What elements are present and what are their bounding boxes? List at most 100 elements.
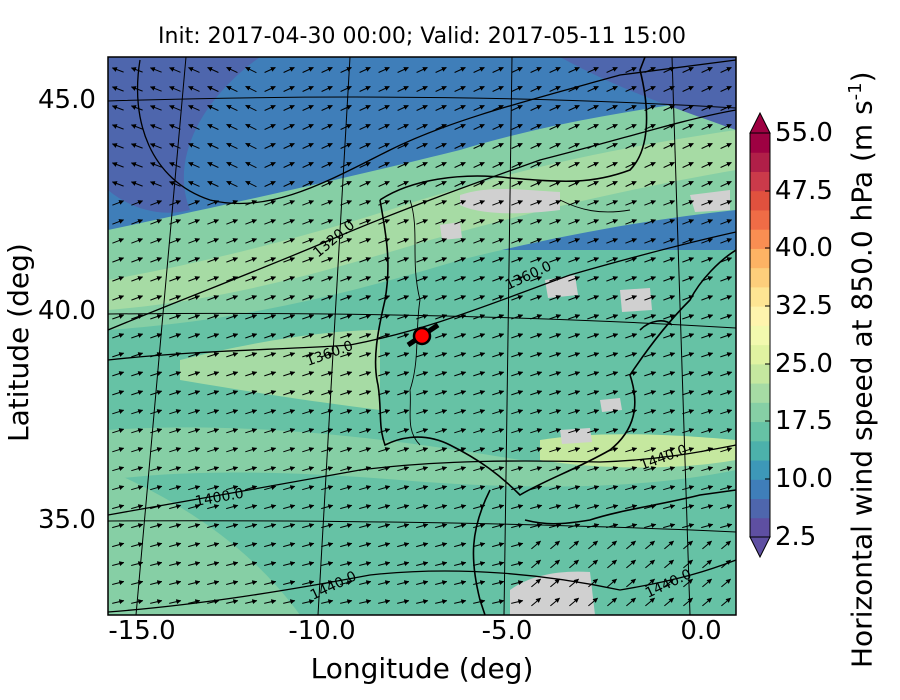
wind-arrow xyxy=(435,295,448,301)
wind-arrow xyxy=(701,352,714,358)
wind-arrow xyxy=(302,67,314,73)
wind-arrow xyxy=(701,523,714,529)
wind-arrow xyxy=(188,105,200,111)
wind-arrow xyxy=(150,314,163,320)
wind-arrow xyxy=(435,447,448,453)
wind-arrow xyxy=(701,295,714,301)
wind-arrow xyxy=(702,578,712,588)
wind-arrow xyxy=(340,143,352,149)
wind-arrow xyxy=(359,67,371,73)
wind-arrow xyxy=(606,67,618,73)
wind-arrow xyxy=(416,466,429,472)
wind-arrow xyxy=(511,409,524,415)
coast-algeria xyxy=(524,489,736,525)
wind-arrow xyxy=(644,295,657,301)
wind-arrow xyxy=(607,578,617,588)
wind-arrow xyxy=(568,314,581,320)
wind-arrow xyxy=(473,352,486,358)
wind-arrow xyxy=(283,485,296,491)
colorbar-bin xyxy=(750,306,770,326)
wind-arrow xyxy=(663,200,676,206)
wind-arrow xyxy=(264,67,276,73)
coast-north-france xyxy=(379,57,648,201)
wind-arrow xyxy=(435,504,448,510)
wind-arrow xyxy=(169,599,182,605)
wind-arrow xyxy=(188,200,201,206)
wind-arrow xyxy=(682,124,694,130)
wind-arrow xyxy=(264,295,277,301)
wind-arrow xyxy=(435,409,448,415)
wind-arrow xyxy=(359,409,372,415)
wind-arrow xyxy=(245,123,257,131)
wind-arrow xyxy=(454,523,467,529)
wind-arrow xyxy=(511,542,524,548)
wind-arrow xyxy=(492,200,505,206)
wind-arrow xyxy=(264,409,277,415)
wind-arrow xyxy=(302,390,315,396)
wind-arrow xyxy=(359,162,371,168)
wind-arrow xyxy=(588,597,598,607)
wind-arrow xyxy=(302,561,315,567)
wind-arrow xyxy=(587,409,600,415)
wind-arrow xyxy=(606,143,618,149)
colorbar-extend-min xyxy=(749,536,771,559)
wind-arrow xyxy=(226,85,238,93)
wind-arrow xyxy=(720,352,733,358)
wind-arrow xyxy=(226,257,239,263)
wind-arrow xyxy=(321,86,333,92)
wind-arrow xyxy=(550,597,560,607)
wind-arrow xyxy=(359,105,371,111)
wind-arrow xyxy=(188,466,201,472)
wind-arrow xyxy=(130,105,143,111)
wind-arrow xyxy=(701,162,713,168)
wind-arrow xyxy=(188,542,201,548)
wind-arrow xyxy=(663,504,676,510)
wind-arrow xyxy=(245,447,258,453)
wind-arrow xyxy=(321,333,334,339)
colorbar-tick: 10.0 xyxy=(775,464,833,494)
wind-arrow xyxy=(112,390,125,396)
wind-arrow xyxy=(112,409,125,415)
wind-arrow xyxy=(530,162,542,168)
masked-terrain xyxy=(600,398,622,412)
wind-arrow xyxy=(416,504,429,510)
wind-arrow xyxy=(397,86,409,92)
wind-arrow xyxy=(207,428,220,434)
wind-arrow xyxy=(663,466,676,472)
wind-arrow xyxy=(359,371,372,377)
wind-arrow xyxy=(549,86,561,92)
wind-arrow xyxy=(169,67,181,73)
height-contours xyxy=(108,59,736,613)
wind-arrow xyxy=(226,180,238,188)
wind-arrow xyxy=(150,542,163,548)
wind-arrow xyxy=(454,219,467,225)
wind-arrow xyxy=(130,143,143,149)
wind-arrow xyxy=(283,447,296,453)
wind-arrow xyxy=(207,580,220,586)
y-tick-label: 40.0 xyxy=(38,296,96,326)
wind-arrow xyxy=(549,200,562,206)
wind-arrow xyxy=(626,578,636,588)
wind-arrow xyxy=(245,180,257,188)
wind-arrow xyxy=(359,238,372,244)
wind-arrow xyxy=(511,276,524,282)
colorbar-bin xyxy=(750,325,770,346)
wind-arrow xyxy=(169,409,182,415)
wind-arrow xyxy=(530,86,542,92)
wind-arrow xyxy=(549,181,561,187)
wind-arrow xyxy=(549,162,561,168)
contour-line xyxy=(108,444,736,516)
wind-arrow xyxy=(625,181,637,187)
wind-arrow xyxy=(492,390,505,396)
wind-arrow xyxy=(568,124,580,130)
wind-arrow xyxy=(226,466,239,472)
wind-arrow xyxy=(111,86,124,92)
wind-arrow xyxy=(720,181,732,187)
wind-arrow xyxy=(226,238,239,244)
wind-arrow xyxy=(625,466,638,472)
wind-arrow xyxy=(454,200,467,206)
wind-arrow xyxy=(302,504,315,510)
wind-arrow xyxy=(568,333,581,339)
wind-arrow xyxy=(511,257,524,263)
wind-arrow xyxy=(569,597,579,607)
